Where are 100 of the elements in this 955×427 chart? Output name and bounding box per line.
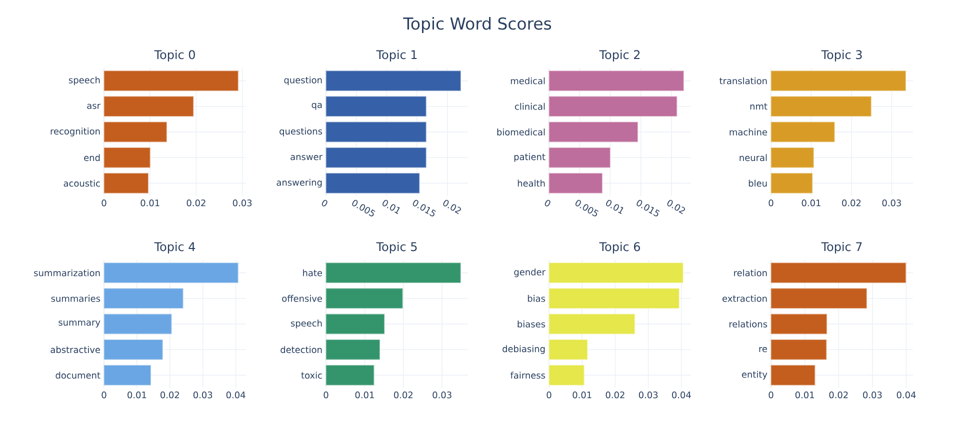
x-tick-label: 0.01 [140,200,160,206]
y-tick-label: summary [58,320,100,328]
y-tick-label: answering [276,178,322,188]
y-tick-label: extraction [722,294,767,302]
x-tick-label: 0.02 [829,392,848,398]
y-tick-label: translation [720,77,767,84]
bar [104,70,238,92]
y-tick-label: bleu [748,180,767,187]
bar [326,314,385,334]
chart-title: Topic 2 [599,50,640,62]
bar [104,172,149,194]
bar [548,262,684,284]
x-tick-label: 0.02 [186,200,206,206]
y-tick-label: qa [312,102,322,110]
bar [770,364,816,386]
y-tick-label: recognition [50,128,100,136]
x-tick-label: 0 [324,392,328,398]
x-tick-label: 0.01 [128,392,146,398]
chart-title: Topic 4 [154,242,196,254]
y-tick-label: gender [514,268,546,278]
x-tick-label: 0.03 [232,200,252,206]
bar [104,288,184,309]
bar [104,364,152,386]
chart-title: Topic 1 [376,50,417,62]
bar [548,288,680,309]
text: Topic Word Scores [403,17,552,33]
bar [104,262,238,284]
bar [326,288,403,309]
y-tick-label: patient [514,153,546,162]
bar [548,339,588,360]
x-tick-label: 0.01 [572,392,592,398]
x-tick-label: 0.01 [355,392,374,398]
x-tick-label: 0.03 [863,392,882,398]
x-tick-label: 0 [102,392,106,398]
chart-title: Topic 5 [376,242,417,254]
bar [104,339,163,360]
y-tick-label: health [518,180,545,187]
y-tick-label: questions [280,128,322,136]
chart-title: Topic 0 [154,50,195,62]
x-tick-label: 0.02 [842,200,861,206]
y-tick-label: document [56,372,100,379]
bar [770,314,828,334]
x-tick-label: 0.01 [382,200,400,214]
y-tick-label: toxic [301,372,322,379]
bar [770,288,867,309]
x-tick-label: 0 [322,200,328,206]
x-tick-label: 0 [768,392,774,398]
y-tick-label: summaries [51,294,100,302]
bar [104,314,172,334]
y-tick-label: nmt [750,103,768,110]
bar [770,96,872,117]
bar [104,96,194,117]
y-tick-label: hate [303,269,322,276]
y-tick-label: machine [730,128,768,136]
bar [548,314,636,334]
x-tick-label: 0.01 [795,392,814,398]
bar [548,364,584,386]
bar [770,70,906,92]
bar [770,339,827,360]
chart-title: Topic 7 [821,242,862,254]
bar [104,147,150,168]
x-tick-label: 0.04 [226,392,246,398]
x-tick-label: 0 [544,200,550,206]
y-tick-label: biomedical [497,128,545,136]
x-tick-label: 0.04 [672,392,691,398]
x-tick-label: 0.01 [606,200,624,214]
x-tick-label: 0.03 [193,392,212,398]
y-tick-label: acoustic [64,180,100,187]
y-tick-label: neural [740,154,767,162]
y-tick-label: offensive [282,294,322,302]
y-tick-label: debiasing [502,345,545,354]
x-tick-label: 0.04 [896,392,916,398]
x-tick-label: 0.01 [802,200,820,206]
y-tick-label: end [84,154,100,162]
x-tick-label: 0.02 [160,392,179,398]
y-tick-label: bias [528,294,546,302]
x-tick-label: 0.03 [638,392,658,398]
x-tick-label: 0.02 [443,200,461,214]
bar [770,147,814,168]
x-tick-label: 0 [102,200,106,206]
y-tick-label: speech [290,320,322,328]
x-tick-label: 0.02 [606,392,624,398]
x-tick-label: 0.03 [882,200,901,206]
y-tick-label: relation [734,269,767,276]
bar [770,122,835,142]
y-tick-label: relations [729,320,768,328]
y-tick-label: medical [510,77,545,84]
y-tick-label: answer [290,155,322,160]
y-tick-label: question [284,76,322,86]
x-tick-label: 0 [768,200,774,206]
y-tick-label: re [759,347,768,352]
y-tick-label: asr [87,104,100,109]
x-tick-label: 0.02 [394,392,412,398]
bar [104,122,168,142]
bar [770,172,813,194]
y-tick-label: entity [742,370,768,380]
y-tick-label: clinical [514,102,545,110]
bar [326,339,380,360]
x-tick-label: 0.02 [667,200,686,214]
bar [326,262,461,284]
